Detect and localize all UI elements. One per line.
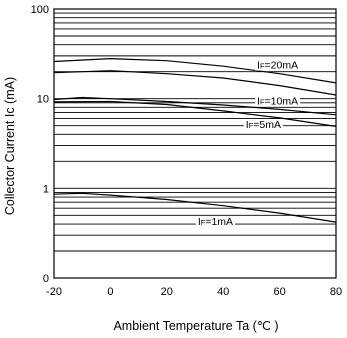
x-tick-label: -20 <box>46 286 62 298</box>
series-curve <box>53 96 337 116</box>
x-tick-labels: -20 0 20 40 60 80 <box>46 286 342 298</box>
y-tick-labels: 0 1 10 100 <box>31 4 49 285</box>
series-curve <box>53 70 337 96</box>
plot-frame <box>53 8 337 279</box>
curve-labels: IF=20mA IF=10mA IF=5mA IF=1mA <box>195 60 301 228</box>
curve-label-background <box>195 217 236 228</box>
x-tick-label: 40 <box>217 286 229 298</box>
grid-lines <box>54 12 336 252</box>
x-axis-title: Ambient Temperature Ta (℃ ) <box>113 319 278 333</box>
y-tick-label: 10 <box>37 94 49 106</box>
curve-label: IF=5mA <box>246 119 281 131</box>
curve-label: IF=10mA <box>257 95 298 107</box>
curve-label: IF=1mA <box>198 216 233 228</box>
curve-label-group: IF=5mA <box>243 119 284 131</box>
curve-series <box>53 57 337 223</box>
x-tick-label: 20 <box>161 286 173 298</box>
curve-label-group: IF=1mA <box>195 216 236 228</box>
curve-label: IF=20mA <box>257 60 298 72</box>
y-tick-label: 100 <box>31 4 49 16</box>
y-tick-label: 1 <box>43 183 49 195</box>
curve-label-background <box>243 120 284 131</box>
y-tick-label: 0 <box>43 273 49 285</box>
curve-label-group: IF=20mA <box>255 60 301 72</box>
curve-label-group: IF=10mA <box>255 95 301 107</box>
series-curve <box>53 192 337 223</box>
x-tick-label: 0 <box>107 286 113 298</box>
series-curve <box>53 100 337 127</box>
series-curve <box>53 57 337 84</box>
x-tick-label: 80 <box>330 286 342 298</box>
curve-label-background <box>255 96 301 107</box>
curve-label-background <box>255 60 301 71</box>
y-axis-title: Collector Current Ic (mA) <box>3 77 17 215</box>
x-tick-label: 60 <box>273 286 285 298</box>
